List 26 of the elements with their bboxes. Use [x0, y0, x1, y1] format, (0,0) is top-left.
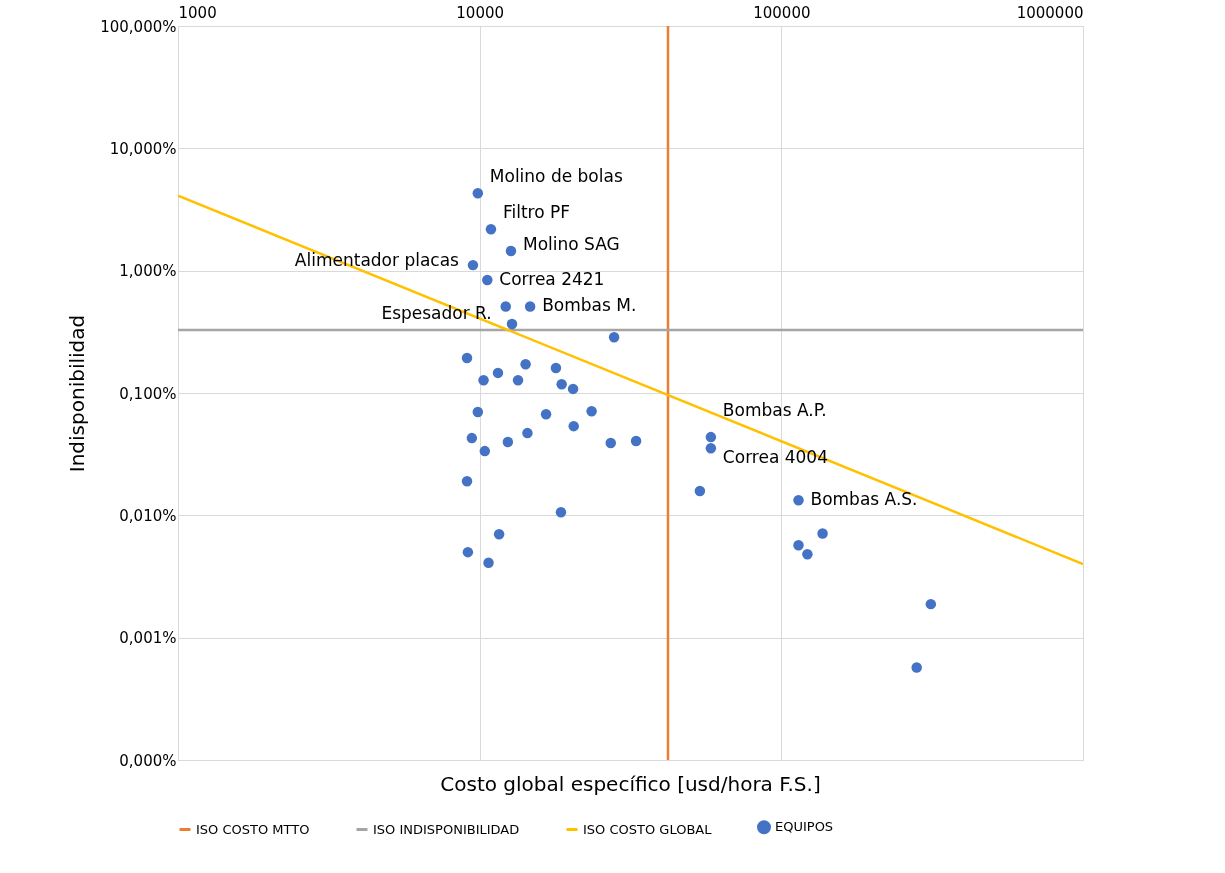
annotation: Espesador R.: [381, 303, 492, 324]
x-axis-title: Costo global específico [usd/hora F.S.]: [440, 772, 821, 796]
annotation: Bombas A.S.: [810, 489, 918, 510]
annotation: Correa 4004: [722, 447, 828, 468]
x-tick-label: 100000: [753, 3, 811, 22]
legend-label: EQUIPOS: [775, 819, 834, 835]
y-tick-label: 1,000%: [119, 262, 177, 281]
legend-label: ISO COSTO MTTO: [196, 821, 310, 837]
annotation: Correa 2421: [499, 268, 605, 289]
y-tick-label: 0,010%: [119, 506, 177, 525]
legend-label: ISO COSTO GLOBAL: [583, 821, 713, 837]
y-tick-label: 0,100%: [119, 384, 177, 403]
x-tick-label: 1000: [178, 3, 217, 22]
annotation: Bombas M.: [542, 295, 637, 316]
annotation: Filtro PF: [502, 202, 571, 223]
annotation: Molino SAG: [522, 233, 620, 254]
x-tick-label: 1000000: [1016, 3, 1084, 22]
y-axis-title: Indisponibilidad: [65, 314, 90, 473]
legend-label: ISO INDISPONIBILIDAD: [373, 821, 520, 837]
y-tick-label: 10,000%: [109, 139, 177, 158]
y-tick-label: 100,000%: [100, 17, 177, 36]
x-tick-label: 10000: [456, 3, 505, 22]
y-tick-label: 0,001%: [119, 629, 177, 648]
y-tick-label: 0,000%: [119, 751, 177, 770]
annotation: Bombas A.P.: [722, 400, 827, 421]
annotation: Molino de bolas: [489, 166, 623, 187]
